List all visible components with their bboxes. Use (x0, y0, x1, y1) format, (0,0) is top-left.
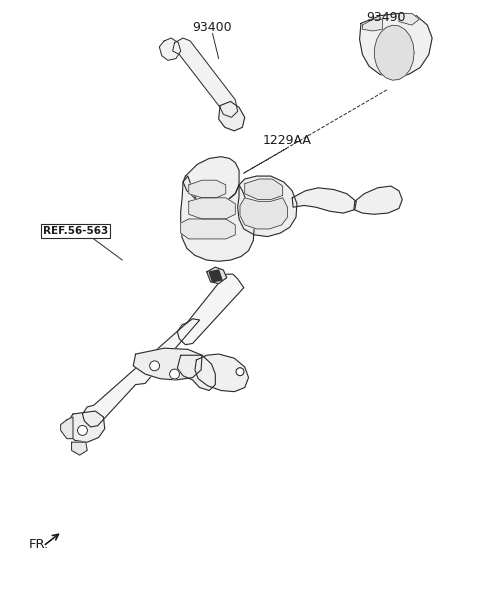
Polygon shape (189, 198, 235, 219)
Polygon shape (60, 417, 73, 439)
Polygon shape (72, 442, 87, 455)
Polygon shape (178, 355, 216, 391)
Polygon shape (189, 180, 226, 198)
Circle shape (78, 426, 87, 435)
Polygon shape (133, 348, 202, 380)
Polygon shape (180, 219, 235, 239)
Polygon shape (209, 270, 222, 282)
Polygon shape (245, 179, 283, 200)
Polygon shape (178, 274, 244, 345)
Text: 93490: 93490 (366, 11, 406, 24)
Polygon shape (362, 19, 383, 31)
Polygon shape (83, 319, 200, 427)
Text: 93400: 93400 (192, 21, 232, 34)
Polygon shape (219, 101, 245, 131)
Text: FR.: FR. (29, 538, 49, 551)
Polygon shape (195, 354, 249, 391)
Circle shape (236, 368, 244, 375)
Polygon shape (180, 176, 254, 262)
Polygon shape (240, 198, 288, 229)
Circle shape (169, 369, 180, 379)
Circle shape (150, 361, 159, 371)
Polygon shape (292, 188, 356, 213)
Polygon shape (374, 25, 414, 80)
Text: REF.56-563: REF.56-563 (43, 226, 108, 235)
Polygon shape (183, 157, 239, 202)
Polygon shape (360, 14, 432, 78)
Text: 1229AA: 1229AA (263, 135, 312, 147)
Polygon shape (207, 267, 227, 283)
Polygon shape (159, 38, 180, 60)
Polygon shape (238, 176, 297, 237)
Polygon shape (67, 411, 105, 442)
Polygon shape (399, 14, 420, 25)
Polygon shape (173, 38, 238, 117)
Polygon shape (354, 186, 402, 214)
